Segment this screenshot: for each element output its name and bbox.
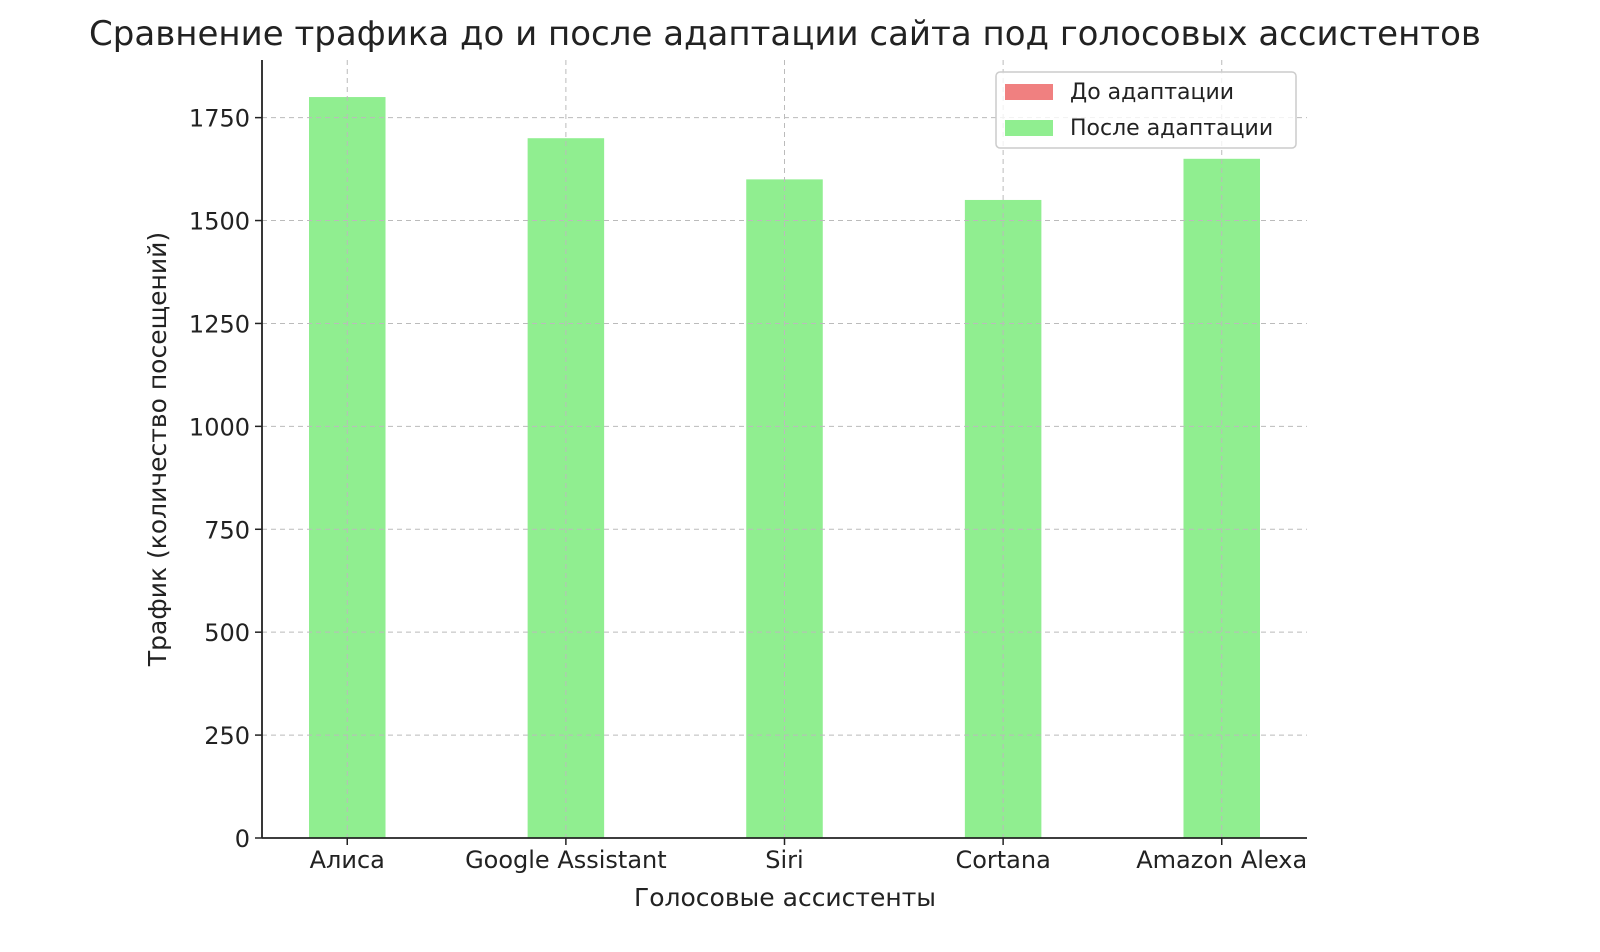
legend-swatch-after bbox=[1005, 120, 1053, 136]
x-tick-label: Cortana bbox=[955, 846, 1050, 874]
y-tick-label: 1250 bbox=[189, 310, 250, 338]
y-tick-label: 1000 bbox=[189, 413, 250, 441]
legend-swatch-before bbox=[1005, 84, 1053, 100]
grid bbox=[262, 60, 1307, 839]
y-tick-label: 500 bbox=[204, 619, 250, 647]
x-axis-label: Голосовые ассистенты bbox=[634, 883, 936, 912]
y-tick-label: 750 bbox=[204, 516, 250, 544]
legend-frame bbox=[995, 71, 1297, 149]
legend: До адаптации После адаптации bbox=[995, 71, 1297, 149]
x-tick-label: Google Assistant bbox=[465, 846, 667, 874]
y-tick-label: 1500 bbox=[189, 208, 250, 236]
x-tick-label: Siri bbox=[765, 846, 803, 874]
x-tick-label: Алиса bbox=[310, 846, 385, 874]
ticks: 0 250 500 750 1000 1250 1500 1750 Алиса Google As… bbox=[189, 105, 1307, 874]
y-tick-label: 0 bbox=[235, 825, 250, 853]
chart-title: Сравнение трафика до и после адаптации с… bbox=[89, 14, 1481, 54]
y-axis-label: Трафик (количество посещений) bbox=[143, 232, 172, 667]
y-tick-label: 1750 bbox=[189, 105, 250, 133]
y-tick-label: 250 bbox=[204, 722, 250, 750]
x-tick-label: Amazon Alexa bbox=[1136, 846, 1307, 874]
legend-label-before: До адаптации bbox=[1070, 80, 1234, 105]
legend-label-after: После адаптации bbox=[1070, 116, 1273, 141]
